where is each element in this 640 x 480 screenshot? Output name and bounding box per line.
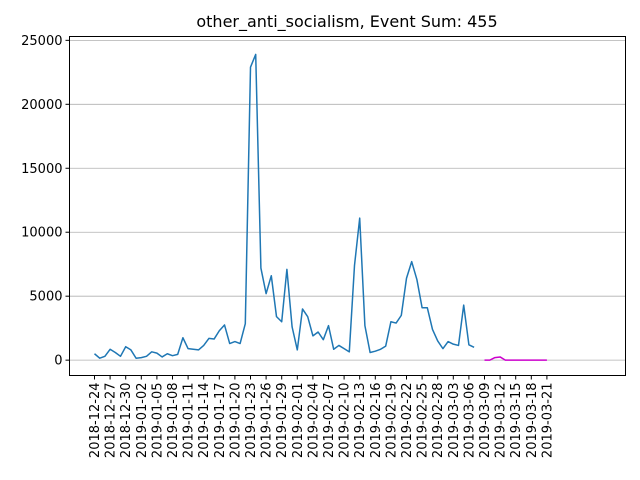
x-tick-label: 2019-02-25 — [416, 383, 431, 459]
y-tick-label: 5000 — [29, 290, 62, 305]
x-tick-label: 2019-02-07 — [322, 383, 337, 459]
x-tick-label: 2019-02-13 — [353, 383, 368, 459]
x-tick-label: 2019-03-18 — [525, 383, 540, 459]
y-tick-label: 0 — [54, 354, 62, 369]
x-tick-label: 2019-01-08 — [166, 383, 181, 459]
x-tick-label: 2018-12-24 — [88, 383, 103, 459]
x-tick-label: 2019-01-29 — [275, 383, 290, 459]
x-tick-label: 2019-01-14 — [197, 383, 212, 459]
x-tick-label: 2019-01-17 — [213, 383, 228, 459]
x-tick-label: 2019-03-03 — [447, 383, 462, 459]
chart-title: other_anti_socialism, Event Sum: 455 — [196, 12, 497, 32]
x-tick-label: 2018-12-27 — [104, 383, 119, 459]
x-tick-label: 2019-01-05 — [150, 383, 165, 459]
x-tick-label: 2019-03-12 — [494, 383, 509, 459]
x-tick-label: 2019-03-21 — [540, 383, 555, 459]
x-tick-label: 2019-03-15 — [509, 383, 524, 459]
y-axis: 0 5000 10000 15000 20000 25000 — [21, 34, 70, 369]
x-tick-label: 2019-02-22 — [400, 383, 415, 459]
x-tick-label: 2019-02-04 — [306, 383, 321, 459]
x-tick-label: 2019-02-28 — [431, 383, 446, 459]
x-tick-label: 2019-01-02 — [135, 383, 150, 459]
series-line-1 — [94, 53, 475, 359]
x-tick-label: 2019-01-26 — [260, 383, 275, 459]
x-tick-label: 2019-01-23 — [244, 383, 259, 459]
y-tick-label: 10000 — [21, 226, 62, 241]
series-lines — [94, 53, 547, 361]
y-tick-label: 15000 — [21, 162, 62, 177]
x-tick-label: 2019-02-01 — [291, 383, 306, 459]
x-tick-label: 2019-03-06 — [462, 383, 477, 459]
x-tick-label: 2019-03-09 — [478, 383, 493, 459]
x-tick-label: 2019-01-20 — [228, 383, 243, 459]
grid-lines — [69, 39, 626, 361]
plot-frame — [69, 36, 626, 376]
x-tick-label: 2019-02-16 — [369, 383, 384, 459]
x-tick-label: 2019-02-10 — [338, 383, 353, 459]
y-tick-label: 25000 — [21, 34, 62, 49]
x-tick-label: 2019-02-19 — [384, 383, 399, 459]
x-axis: 2018-12-24 2018-12-27 2018-12-30 2019-01-02… — [88, 375, 555, 459]
x-tick-label: 2018-12-30 — [119, 383, 134, 459]
series-line-2 — [484, 356, 547, 361]
y-tick-label: 20000 — [21, 98, 62, 113]
x-tick-label: 2019-01-11 — [182, 383, 197, 459]
